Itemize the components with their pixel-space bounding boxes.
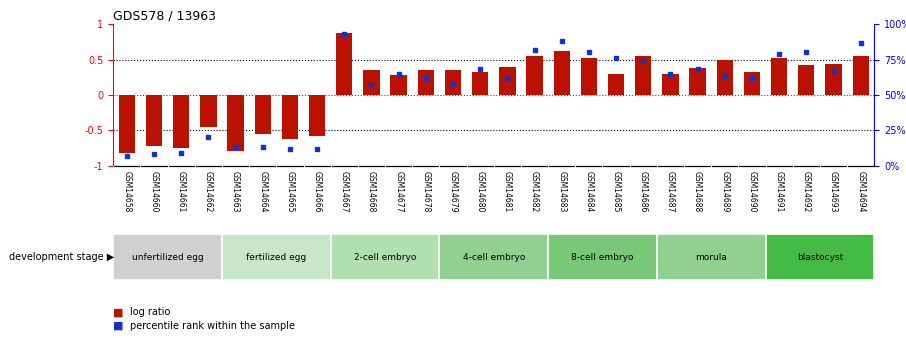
- Text: GSM14667: GSM14667: [340, 171, 349, 212]
- Bar: [363, 70, 380, 95]
- Text: blastocyst: blastocyst: [796, 253, 843, 262]
- Text: unfertilized egg: unfertilized egg: [131, 253, 204, 262]
- Text: 2-cell embryo: 2-cell embryo: [354, 253, 416, 262]
- Bar: [554, 51, 570, 95]
- Bar: [766, 234, 874, 280]
- Bar: [227, 95, 244, 151]
- Text: GSM14683: GSM14683: [557, 171, 566, 212]
- Bar: [255, 95, 271, 134]
- Bar: [635, 56, 651, 95]
- Text: GSM14668: GSM14668: [367, 171, 376, 212]
- Text: GSM14661: GSM14661: [177, 171, 186, 212]
- Bar: [282, 95, 298, 139]
- Bar: [657, 234, 766, 280]
- Text: GSM14658: GSM14658: [122, 171, 131, 212]
- Bar: [548, 234, 657, 280]
- Text: ■: ■: [113, 307, 124, 317]
- Bar: [853, 56, 869, 95]
- Text: GSM14681: GSM14681: [503, 171, 512, 212]
- Bar: [472, 72, 488, 95]
- Text: GSM14660: GSM14660: [149, 171, 159, 212]
- Bar: [662, 74, 679, 95]
- Bar: [445, 70, 461, 95]
- Bar: [825, 65, 842, 95]
- Text: GSM14694: GSM14694: [856, 171, 865, 212]
- Text: GSM14686: GSM14686: [639, 171, 648, 212]
- Text: GDS578 / 13963: GDS578 / 13963: [113, 10, 217, 23]
- Text: GSM14665: GSM14665: [285, 171, 294, 212]
- Text: GSM14690: GSM14690: [747, 171, 757, 212]
- Bar: [336, 33, 352, 95]
- Text: morula: morula: [695, 253, 728, 262]
- Bar: [717, 59, 733, 95]
- Bar: [418, 70, 434, 95]
- Text: GSM14664: GSM14664: [258, 171, 267, 212]
- Text: GSM14687: GSM14687: [666, 171, 675, 212]
- Bar: [608, 74, 624, 95]
- Text: GSM14682: GSM14682: [530, 171, 539, 212]
- Bar: [113, 234, 222, 280]
- Bar: [581, 58, 597, 95]
- Bar: [771, 58, 787, 95]
- Bar: [222, 234, 331, 280]
- Bar: [689, 68, 706, 95]
- Bar: [439, 234, 548, 280]
- Text: GSM14688: GSM14688: [693, 171, 702, 212]
- Bar: [309, 95, 325, 136]
- Text: GSM14678: GSM14678: [421, 171, 430, 212]
- Text: GSM14691: GSM14691: [775, 171, 784, 212]
- Text: GSM14684: GSM14684: [584, 171, 593, 212]
- Text: ■: ■: [113, 321, 124, 331]
- Text: GSM14693: GSM14693: [829, 171, 838, 212]
- Text: 4-cell embryo: 4-cell embryo: [463, 253, 525, 262]
- Text: GSM14692: GSM14692: [802, 171, 811, 212]
- Text: GSM14663: GSM14663: [231, 171, 240, 212]
- Text: GSM14677: GSM14677: [394, 171, 403, 212]
- Bar: [526, 56, 543, 95]
- Text: GSM14666: GSM14666: [313, 171, 322, 212]
- Bar: [798, 65, 814, 95]
- Text: GSM14679: GSM14679: [448, 171, 458, 212]
- Bar: [744, 72, 760, 95]
- Bar: [331, 234, 439, 280]
- Text: GSM14662: GSM14662: [204, 171, 213, 212]
- Bar: [200, 95, 217, 127]
- Bar: [499, 67, 516, 95]
- Bar: [390, 75, 407, 95]
- Bar: [146, 95, 162, 146]
- Text: percentile rank within the sample: percentile rank within the sample: [130, 321, 294, 331]
- Text: GSM14689: GSM14689: [720, 171, 729, 212]
- Bar: [173, 95, 189, 148]
- Bar: [119, 95, 135, 153]
- Text: GSM14685: GSM14685: [612, 171, 621, 212]
- Text: log ratio: log ratio: [130, 307, 170, 317]
- Text: fertilized egg: fertilized egg: [246, 253, 306, 262]
- Text: 8-cell embryo: 8-cell embryo: [572, 253, 633, 262]
- Text: development stage ▶: development stage ▶: [9, 252, 114, 262]
- Text: GSM14680: GSM14680: [476, 171, 485, 212]
